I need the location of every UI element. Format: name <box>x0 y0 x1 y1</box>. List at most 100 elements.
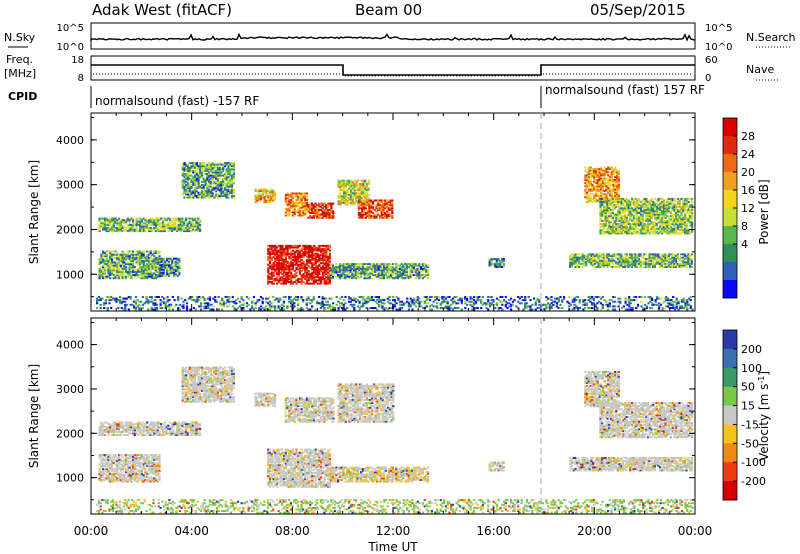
echo-cell <box>126 217 129 220</box>
echo-cell <box>132 252 135 255</box>
echo-cell <box>325 276 328 279</box>
echo-cell <box>598 171 601 174</box>
echo-cell <box>490 264 493 267</box>
echo-cell <box>297 260 300 263</box>
echo-cell <box>167 262 170 265</box>
echo-cell <box>128 270 131 273</box>
echo-cell <box>290 205 293 208</box>
echo-cell <box>146 264 149 267</box>
echo-cell <box>297 265 300 268</box>
echo-cell <box>616 196 619 199</box>
echo-cell <box>121 227 124 229</box>
echo-cell <box>668 204 671 207</box>
echo-cell <box>110 217 114 220</box>
echo-cell <box>419 275 423 278</box>
echo-cell <box>664 227 667 230</box>
echo-cell <box>123 252 126 255</box>
echo-cell <box>229 174 232 177</box>
echo-cell <box>126 223 129 226</box>
echo-cell <box>601 210 604 213</box>
echo-cell <box>671 205 674 208</box>
echo-cell <box>309 246 312 249</box>
echo-cell <box>386 199 389 202</box>
echo-cell <box>612 183 615 186</box>
echo-cell <box>384 264 387 267</box>
echo-cell <box>121 261 124 264</box>
echo-cell <box>291 195 294 198</box>
echo-cell <box>668 224 671 227</box>
echo-cell <box>293 255 296 258</box>
echo-cell <box>596 174 599 177</box>
echo-cell <box>353 267 356 270</box>
echo-cell <box>162 220 165 223</box>
echo-cell <box>608 201 611 203</box>
echo-cell <box>114 250 117 253</box>
echo-cell <box>284 266 287 269</box>
echo-cell <box>192 176 195 179</box>
echo-cell <box>302 244 305 247</box>
echo-cell <box>277 244 280 247</box>
echo-cell <box>676 219 680 222</box>
echo-cell <box>664 215 667 218</box>
echo-cell <box>646 204 650 207</box>
echo-cell <box>354 274 357 276</box>
echo-cell <box>598 194 601 197</box>
echo-cell <box>615 227 618 230</box>
echo-cell <box>330 269 333 272</box>
echo-cell <box>648 218 651 221</box>
echo-cell <box>98 223 101 226</box>
echo-cell <box>361 212 364 214</box>
echo-cell <box>147 259 151 262</box>
echo-cell <box>668 218 671 221</box>
echo-cell <box>325 205 328 208</box>
echo-cell <box>347 263 350 266</box>
echo-cell <box>276 282 279 285</box>
echo-cell <box>135 217 138 220</box>
echo-cell <box>197 168 200 171</box>
echo-cell <box>105 275 108 278</box>
echo-cell <box>160 271 163 274</box>
echo-cell <box>678 219 681 222</box>
echo-cell <box>225 191 228 194</box>
echo-cell <box>380 204 383 207</box>
echo-cell <box>116 222 119 225</box>
echo-cell <box>304 198 307 201</box>
echo-cell <box>341 201 344 204</box>
echo-cell <box>337 270 340 273</box>
echo-cell <box>209 166 212 169</box>
echo-cell <box>302 214 305 217</box>
echo-cell <box>328 279 331 282</box>
echo-cell <box>304 214 307 217</box>
echo-cell <box>386 269 389 272</box>
echo-cell <box>227 187 230 190</box>
echo-cell <box>341 195 344 198</box>
echo-cell <box>171 267 174 270</box>
echo-cell <box>302 265 305 268</box>
echo-cell <box>607 183 610 186</box>
echo-cell <box>323 279 326 282</box>
echo-cell <box>283 252 286 255</box>
echo-cell <box>295 203 298 206</box>
echo-cell <box>350 182 353 185</box>
echo-cell <box>382 266 386 269</box>
echo-cell <box>627 210 630 213</box>
echo-cell <box>284 259 287 261</box>
echo-cell <box>279 268 282 271</box>
echo-cell <box>227 176 230 179</box>
echo-cell <box>602 201 606 203</box>
echo-cell <box>342 270 345 273</box>
echo-cell <box>632 224 635 227</box>
echo-cell <box>351 182 354 185</box>
echo-cell <box>293 281 296 283</box>
echo-cell <box>132 258 135 261</box>
echo-cell <box>261 194 264 197</box>
echo-cell <box>320 270 323 272</box>
echo-cell <box>357 213 360 216</box>
echo-cell <box>116 252 119 255</box>
echo-cell <box>225 179 228 182</box>
echo-cell <box>229 190 232 193</box>
echo-cell <box>350 197 353 199</box>
echo-cell <box>283 259 286 261</box>
echo-cell <box>351 203 354 206</box>
